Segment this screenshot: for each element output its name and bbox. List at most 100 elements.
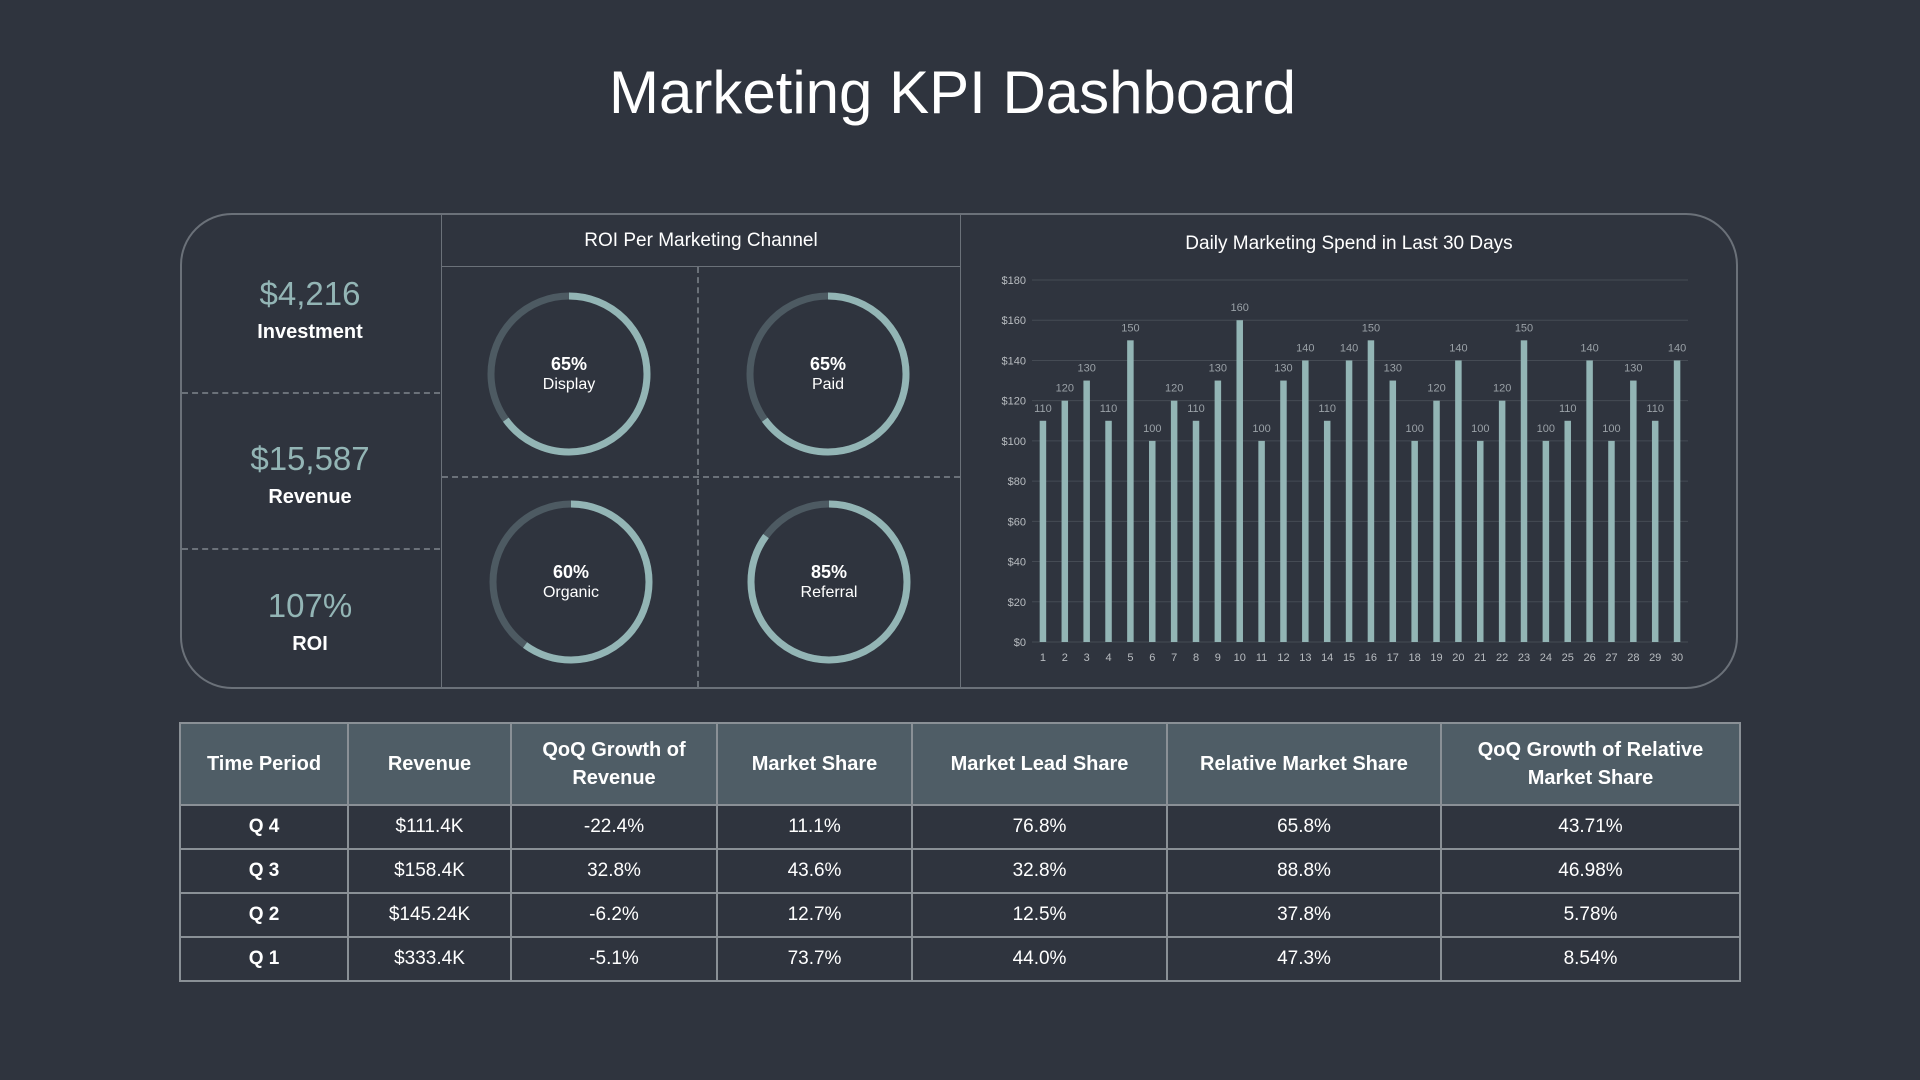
roi-channel-title: ROI Per Marketing Channel <box>584 230 818 251</box>
data-label: 130 <box>1384 363 1402 375</box>
data-label: 120 <box>1427 383 1445 395</box>
bar <box>1520 340 1528 642</box>
bar <box>1280 380 1287 642</box>
y-tick-label: $20 <box>1008 597 1026 609</box>
table-cell: $111.4K <box>347 804 512 850</box>
x-tick-label: 17 <box>1387 652 1399 664</box>
bar <box>1083 380 1090 642</box>
bar <box>1105 420 1112 642</box>
donut-percent: 60% <box>552 562 590 582</box>
data-label: 130 <box>1209 363 1227 375</box>
x-tick-label: 23 <box>1518 652 1530 664</box>
data-label: 140 <box>1296 342 1314 354</box>
y-tick-label: $160 <box>1002 315 1026 327</box>
x-tick-label: 20 <box>1452 652 1464 664</box>
x-tick-label: 13 <box>1299 652 1311 664</box>
table-cell: $158.4K <box>347 848 512 894</box>
table-cell: 12.7% <box>716 892 913 938</box>
donut-arc <box>746 292 910 456</box>
daily-spend-chart: $0$20$40$60$80$100$120$140$160$180110112… <box>1002 275 1688 664</box>
data-label: 140 <box>1340 342 1358 354</box>
table-cell: 47.3% <box>1166 936 1442 982</box>
kpi-investment: $4,216 Investment <box>180 275 440 344</box>
table-cell: $145.24K <box>347 892 512 938</box>
x-tick-label: 18 <box>1409 652 1421 664</box>
donut-label: Display <box>542 376 596 393</box>
table-cell: 43.6% <box>716 848 913 894</box>
bar <box>1258 440 1265 642</box>
data-label: 110 <box>1559 403 1577 415</box>
y-tick-label: $100 <box>1002 436 1026 448</box>
data-label: 100 <box>1143 423 1161 435</box>
donut-divider <box>442 476 960 478</box>
x-tick-label: 10 <box>1234 652 1246 664</box>
table-cell: -6.2% <box>510 892 718 938</box>
x-tick-label: 3 <box>1084 652 1090 664</box>
data-label: 130 <box>1274 363 1292 375</box>
table-cell: 46.98% <box>1440 848 1741 894</box>
data-label: 110 <box>1318 403 1336 415</box>
x-tick-label: 1 <box>1040 652 1046 664</box>
table-row: Q 2 $145.24K -6.2% 12.7% 12.5% 37.8% 5.7… <box>179 892 1741 938</box>
table-row: Q 1 $333.4K -5.1% 73.7% 44.0% 47.3% 8.54… <box>179 936 1741 982</box>
kpi-label: ROI <box>292 633 328 655</box>
table-cell: 32.8% <box>510 848 718 894</box>
table-cell: Q 2 <box>179 892 349 938</box>
table-cell: Q 3 <box>179 848 349 894</box>
kpi-revenue: $15,587 Revenue <box>180 440 440 509</box>
bar <box>1455 360 1462 642</box>
table-row: Q 4 $111.4K -22.4% 11.1% 76.8% 65.8% 43.… <box>179 804 1741 850</box>
table-cell: $333.4K <box>347 936 512 982</box>
kpi-value: $4,216 <box>259 275 361 312</box>
x-tick-label: 5 <box>1127 652 1133 664</box>
x-tick-label: 7 <box>1171 652 1177 664</box>
donut-percent: 65% <box>809 354 847 374</box>
data-label: 150 <box>1362 322 1380 334</box>
x-tick-label: 21 <box>1474 652 1486 664</box>
y-tick-label: $140 <box>1002 355 1026 367</box>
x-tick-label: 24 <box>1540 652 1552 664</box>
panel-divider <box>441 266 960 267</box>
kpi-panel <box>180 213 1738 689</box>
table-cell: 32.8% <box>911 848 1168 894</box>
table-cell: Q 1 <box>179 936 349 982</box>
chart-title: Daily Marketing Spend in Last 30 Days <box>1185 233 1513 254</box>
x-tick-label: 27 <box>1605 652 1617 664</box>
kpi-label: Revenue <box>268 486 352 508</box>
bar <box>1323 420 1331 642</box>
table-cell: 8.54% <box>1440 936 1741 982</box>
table-row: Q 3 $158.4K 32.8% 43.6% 32.8% 88.8% 46.9… <box>179 848 1741 894</box>
data-label: 100 <box>1537 423 1555 435</box>
bar <box>1673 360 1681 642</box>
x-tick-label: 11 <box>1256 652 1267 664</box>
donut-arc <box>489 500 653 664</box>
donut-divider <box>697 267 699 687</box>
donut-percent: 65% <box>550 354 588 374</box>
donut-label: Organic <box>542 584 600 601</box>
panel-divider <box>960 214 961 688</box>
y-tick-label: $180 <box>1002 275 1026 287</box>
donut-referral: 85% Referral <box>744 497 914 667</box>
data-label: 130 <box>1624 363 1642 375</box>
data-label: 120 <box>1165 383 1183 395</box>
x-tick-label: 6 <box>1149 652 1155 664</box>
table-header: Relative Market Share <box>1166 722 1442 806</box>
table-header-row: Time Period Revenue QoQ Growth of Revenu… <box>179 722 1741 806</box>
table-cell: 76.8% <box>911 804 1168 850</box>
x-tick-label: 15 <box>1343 652 1355 664</box>
data-label: 110 <box>1187 403 1205 415</box>
table-header: QoQ Growth of Revenue <box>510 722 718 806</box>
table-cell: Q 4 <box>179 804 349 850</box>
donut-paid: 65% Paid <box>743 289 913 459</box>
x-tick-label: 9 <box>1215 652 1221 664</box>
table-cell: -5.1% <box>510 936 718 982</box>
kpi-value: $15,587 <box>250 440 370 477</box>
y-tick-label: $120 <box>1002 396 1026 408</box>
table-cell: -22.4% <box>510 804 718 850</box>
donut-label: Paid <box>811 376 845 393</box>
bar <box>1192 420 1200 642</box>
kpi-roi: 107% ROI <box>180 587 440 656</box>
bar <box>1214 380 1222 642</box>
table-header: Time Period <box>179 722 349 806</box>
data-label: 120 <box>1493 383 1511 395</box>
